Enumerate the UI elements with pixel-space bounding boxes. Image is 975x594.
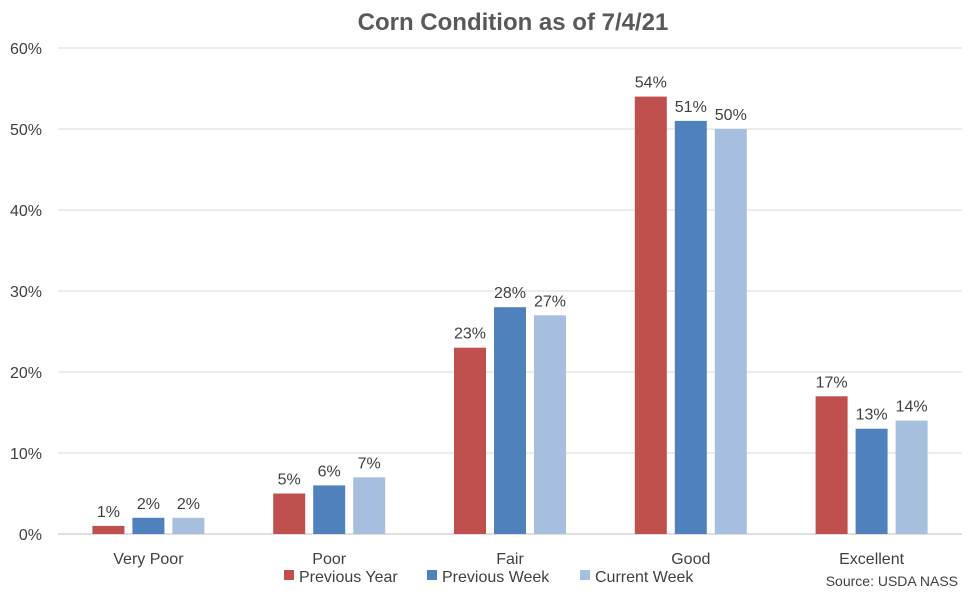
- legend-label: Current Week: [595, 569, 694, 586]
- chart-title: Corn Condition as of 7/4/21: [358, 9, 669, 36]
- legend-swatch: [580, 570, 590, 580]
- y-axis-ticks: 0% 10% 20% 30% 40% 50% 60%: [10, 41, 42, 544]
- data-label: 14%: [896, 399, 928, 416]
- bar-current-week: [714, 129, 747, 534]
- data-label: 13%: [856, 407, 888, 424]
- bar-previous-year: [92, 525, 125, 534]
- data-label: 54%: [635, 75, 667, 92]
- y-tick-label: 50%: [10, 122, 42, 139]
- bar-current-week: [895, 420, 928, 534]
- bar-previous-week: [132, 517, 165, 534]
- data-label: 2%: [137, 496, 160, 513]
- data-labels: 1% 2% 2% 5% 6% 7% 23% 28% 27% 54% 51% 50% 17% 13% 14%: [97, 75, 928, 521]
- legend-label: Previous Year: [299, 569, 398, 586]
- legend-swatch: [427, 570, 437, 580]
- bar-current-week: [353, 477, 386, 534]
- data-label: 23%: [454, 326, 486, 343]
- x-tick-label: Good: [671, 551, 710, 568]
- bars: [92, 96, 928, 535]
- legend: Previous Year Previous Week Current Week: [284, 569, 694, 586]
- y-tick-label: 60%: [10, 41, 42, 58]
- legend-label: Previous Week: [442, 569, 550, 586]
- bar-previous-week: [313, 485, 346, 534]
- bar-current-week: [534, 315, 566, 534]
- data-label: 28%: [494, 285, 526, 302]
- y-tick-label: 30%: [10, 284, 42, 301]
- y-tick-label: 0%: [19, 527, 42, 544]
- bar-previous-week: [855, 428, 888, 534]
- data-label: 27%: [534, 293, 566, 310]
- data-label: 2%: [177, 496, 200, 513]
- data-label: 5%: [278, 472, 301, 489]
- data-label: 7%: [358, 455, 381, 472]
- x-tick-label: Fair: [496, 551, 524, 568]
- data-label: 51%: [675, 99, 707, 116]
- x-axis-ticks: Very Poor Poor Fair Good Excellent: [113, 551, 904, 568]
- bar-previous-year: [273, 493, 306, 534]
- y-tick-label: 20%: [10, 365, 42, 382]
- source-note: Source: USDA NASS: [826, 573, 958, 589]
- x-tick-label: Excellent: [839, 551, 904, 568]
- bar-previous-week: [674, 120, 707, 535]
- legend-swatch: [284, 570, 294, 580]
- bar-previous-year: [815, 396, 848, 534]
- bar-current-week: [172, 517, 205, 534]
- y-tick-label: 10%: [10, 446, 42, 463]
- data-label: 1%: [97, 504, 120, 521]
- x-tick-label: Very Poor: [113, 551, 184, 568]
- data-label: 17%: [816, 374, 848, 391]
- bar-previous-week: [494, 307, 526, 534]
- y-tick-label: 40%: [10, 203, 42, 220]
- bar-previous-year: [454, 347, 486, 534]
- data-label: 6%: [318, 463, 341, 480]
- x-tick-label: Poor: [312, 551, 346, 568]
- bar-previous-year: [634, 96, 667, 534]
- data-label: 50%: [715, 107, 747, 124]
